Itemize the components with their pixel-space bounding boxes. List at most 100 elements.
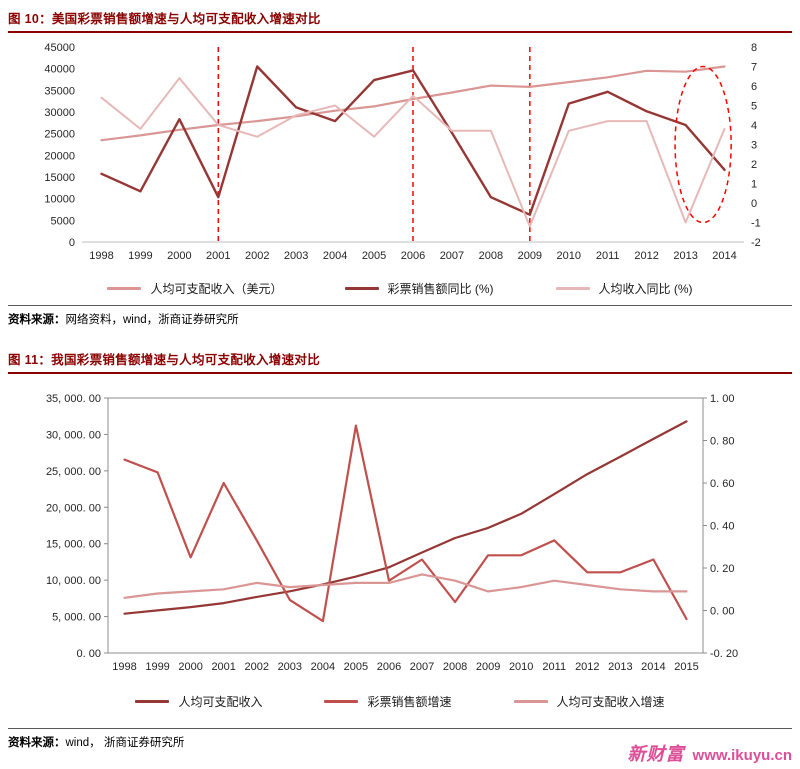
source-label: 资料来源： (8, 737, 66, 749)
series-sales-growth (123, 424, 688, 623)
series-income-usd (100, 65, 726, 142)
x-axis-tick-label: 2006 (401, 250, 425, 262)
x-axis-tick-label: 2005 (344, 661, 368, 673)
legend-item-income-growth: 人均可支配收入增速 (513, 693, 665, 710)
us-chart-block: 0 5000 10000 15000 20000 25000 30000 35000 40000… (8, 35, 792, 299)
series-income-yoy (100, 77, 726, 228)
fig11-title: 图 11：我国彩票销售额增速与人均可支配收入增速对比 (8, 353, 320, 367)
highlight-ellipse (674, 65, 732, 224)
left-axis-tick-label: 30, 000. 00 (46, 429, 101, 441)
x-axis-tick-label: 2014 (641, 661, 665, 673)
left-axis-tick-label: 30000 (44, 107, 75, 119)
china-lottery-vs-income-chart: 0. 00 5, 000. 00 10, 000. 00 15, 000. 00 20,… (46, 393, 738, 673)
left-axis-tick-label: 35000 (44, 85, 75, 97)
x-axis-tick-label: 2010 (509, 661, 533, 673)
left-axis-tick-label: 10, 000. 00 (46, 575, 101, 587)
china-chart-legend: 人均可支配收入 彩票销售额增速 人均可支配收入增速 (8, 690, 792, 712)
left-axis-tick-label: 10000 (44, 194, 75, 206)
xincaifu-logo: 新财富 www.ikuyu.cn (628, 740, 792, 766)
x-axis-tick-label: 2008 (479, 250, 503, 262)
right-axis-tick-label: 0. 20 (710, 563, 734, 575)
x-axis-tick-label: 1998 (89, 250, 113, 262)
right-axis-tick-label: 1 (751, 179, 757, 191)
legend-label: 人均可支配收入 (178, 694, 263, 709)
x-axis-tick-label: 2009 (518, 250, 542, 262)
series-income-growth (123, 573, 688, 599)
right-axis-tick-label: -1 (751, 218, 761, 230)
right-axis-tick-label: 4 (751, 120, 757, 132)
legend-item-income-yoy: 人均收入同比 (%) (555, 280, 693, 297)
legend-label: 彩票销售额同比 (%) (387, 281, 494, 296)
x-axis-tick-label: 2009 (476, 661, 500, 673)
legend-label: 人均可支配收入增速 (556, 694, 665, 709)
x-axis-tick-label: 2002 (245, 250, 269, 262)
legend-swatch (555, 286, 590, 290)
left-axis-tick-label: 25000 (44, 129, 75, 141)
x-axis-tick-label: 2011 (542, 661, 566, 673)
x-axis-tick-label: 2006 (377, 661, 401, 673)
fig10-title: 图 10：美国彩票销售额增速与人均可支配收入增速对比 (8, 12, 321, 26)
x-axis-tick-label: 2000 (178, 661, 202, 673)
x-axis-tick-label: 2003 (278, 661, 302, 673)
x-axis-tick-label: 2001 (211, 661, 235, 673)
left-axis-tick-label: 5, 000. 00 (52, 612, 101, 624)
x-axis-tick-label: 2008 (443, 661, 467, 673)
legend-item-sales-growth: 彩票销售额增速 (324, 693, 452, 710)
x-axis-tick-label: 2007 (410, 661, 434, 673)
x-axis-tick-label: 2000 (167, 250, 191, 262)
report-page: 图 10：美国彩票销售额增速与人均可支配收入增速对比 0 5000 10000 150… (8, 8, 792, 766)
right-axis-tick-label: 0. 60 (710, 478, 734, 490)
left-axis-tick-label: 20000 (44, 150, 75, 162)
right-axis-tick-label: 1. 00 (710, 393, 734, 405)
source-label: 资料来源： (8, 314, 66, 326)
left-axis-tick-label: 0 (69, 237, 75, 249)
left-axis-tick-label: 5000 (51, 215, 75, 227)
us-lottery-vs-income-chart: 0500010000150002000025000300003500040000… (44, 42, 761, 262)
source-text: wind， 浙商证券研究所 (65, 737, 185, 749)
series-lottery-yoy (100, 65, 726, 216)
left-axis-tick-label: 0. 00 (77, 648, 101, 660)
x-axis-tick-label: 2013 (673, 250, 697, 262)
right-axis-tick-label: 7 (751, 62, 757, 74)
x-axis-tick-label: 2013 (608, 661, 632, 673)
x-axis-tick-label: 2002 (245, 661, 269, 673)
right-axis-tick-label: -2 (751, 237, 761, 249)
legend-swatch (513, 699, 548, 703)
x-axis-tick-label: 2007 (440, 250, 464, 262)
x-axis-tick-label: 1999 (145, 661, 169, 673)
fig11-source: 资料来源：wind， 浙商证券研究所 (8, 734, 184, 756)
legend-swatch (324, 699, 359, 703)
source-text: 网络资料，wind，浙商证券研究所 (65, 314, 239, 326)
legend-label: 人均收入同比 (%) (598, 281, 693, 296)
legend-label: 彩票销售额增速 (367, 694, 452, 709)
legend-item-income: 人均可支配收入 (135, 693, 262, 710)
right-axis-tick-label: 0. 40 (710, 521, 734, 533)
left-axis-tick-label: 35, 000. 00 (46, 393, 101, 405)
legend-swatch (344, 286, 379, 290)
x-axis-tick-label: 2015 (674, 661, 698, 673)
x-axis-tick-label: 2003 (284, 250, 308, 262)
china-chart-block: 0. 00 5, 000. 00 10, 000. 00 15, 000. 00 20,… (8, 380, 792, 712)
fig11-header: 图 11：我国彩票销售额增速与人均可支配收入增速对比 (8, 349, 792, 374)
legend-swatch (135, 699, 170, 703)
x-axis-tick-label: 1999 (128, 250, 152, 262)
x-axis-tick-label: 1998 (112, 661, 136, 673)
x-axis-tick-label: 2012 (634, 250, 658, 262)
us-chart-legend: 人均可支配收入（美元） 彩票销售额同比 (%) 人均收入同比 (%) (8, 277, 792, 299)
left-axis-tick-label: 25, 000. 00 (46, 466, 101, 478)
brand-name: 新财富 (627, 744, 685, 764)
x-axis-tick-label: 2001 (206, 250, 230, 262)
x-axis-tick-label: 2004 (323, 250, 347, 262)
left-axis-tick-label: 15, 000. 00 (46, 539, 101, 551)
left-axis-tick-label: 15000 (44, 172, 75, 184)
left-axis-tick-label: 45000 (44, 42, 75, 54)
legend-swatch (107, 286, 142, 290)
series-income (123, 420, 688, 615)
right-axis-tick-label: 5 (751, 101, 757, 113)
x-axis-tick-label: 2011 (596, 250, 620, 262)
legend-item-lottery-yoy: 彩票销售额同比 (%) (344, 280, 494, 297)
legend-label: 人均可支配收入（美元） (150, 281, 283, 296)
right-axis-tick-label: 0 (751, 198, 757, 210)
plot-border (107, 397, 704, 654)
x-axis-tick-label: 2005 (362, 250, 386, 262)
